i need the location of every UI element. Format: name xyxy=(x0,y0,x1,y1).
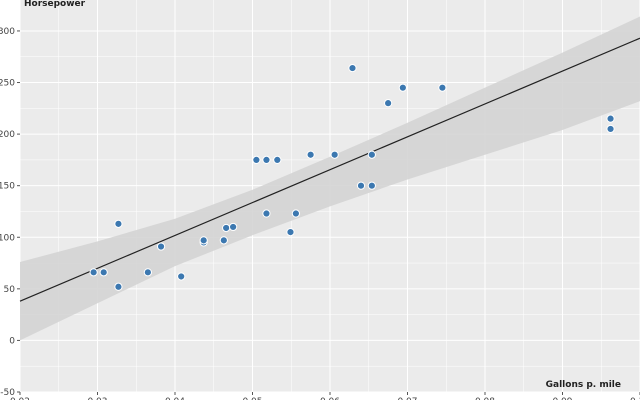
confidence-band-layer xyxy=(20,16,640,341)
data-point xyxy=(262,155,271,164)
data-point xyxy=(222,223,231,233)
y-tick-label: 0 xyxy=(9,336,15,346)
x-axis-title: Gallons p. mile xyxy=(546,380,621,390)
data-point xyxy=(438,83,447,92)
y-tick-label: 250 xyxy=(0,79,15,89)
data-point xyxy=(348,63,357,73)
data-point xyxy=(177,272,186,281)
y-tick-label: 300 xyxy=(0,27,15,37)
data-point xyxy=(199,236,208,245)
x-tick-label: 0.03 xyxy=(87,397,107,400)
data-point xyxy=(114,219,123,228)
x-tick-label: 0.09 xyxy=(552,397,572,400)
x-tick-label: 0.02 xyxy=(10,397,30,400)
x-axis: 0.02 0.03 0.04 0.05 0.06 0.07 0.08 0.09 0.10 xyxy=(10,392,640,400)
points-layer xyxy=(89,63,615,291)
data-point xyxy=(367,181,376,190)
data-point xyxy=(384,99,393,108)
data-point xyxy=(291,209,300,218)
y-axis-title: Horsepower xyxy=(24,0,86,9)
regression-line xyxy=(19,37,640,302)
data-point xyxy=(398,83,407,92)
x-tick-label: 0.07 xyxy=(397,397,417,400)
y-tick-label: 50 xyxy=(4,285,16,295)
data-point xyxy=(89,268,98,277)
data-point xyxy=(606,114,615,123)
x-tick-label: 0.05 xyxy=(242,397,262,400)
fit-line-layer xyxy=(19,37,640,302)
y-tick-label: -50 xyxy=(0,388,15,398)
data-point xyxy=(286,228,295,237)
x-tick-label: 0.06 xyxy=(320,397,340,400)
data-point xyxy=(262,209,271,218)
y-tick-label: 150 xyxy=(0,182,15,192)
data-point xyxy=(252,155,261,164)
x-tick-label: 0.08 xyxy=(475,397,495,400)
data-point xyxy=(114,282,123,291)
data-point xyxy=(229,222,238,232)
x-tick-label: 0.04 xyxy=(165,397,185,400)
data-point xyxy=(219,236,228,245)
data-point xyxy=(156,242,166,251)
gridlines xyxy=(19,0,640,393)
data-point xyxy=(367,150,376,159)
data-point xyxy=(330,150,339,159)
data-point xyxy=(99,268,108,277)
y-tick-label: 200 xyxy=(0,130,15,140)
x-tick-label: 0.10 xyxy=(630,397,640,400)
confidence-band xyxy=(20,16,640,341)
data-point xyxy=(143,268,152,277)
y-tick-label: 100 xyxy=(0,233,15,243)
data-point xyxy=(273,155,282,164)
data-point xyxy=(606,124,615,134)
y-axis: -50 0 50 100 150 200 250 300 xyxy=(0,27,20,398)
data-point xyxy=(356,181,366,190)
data-point xyxy=(306,150,315,159)
